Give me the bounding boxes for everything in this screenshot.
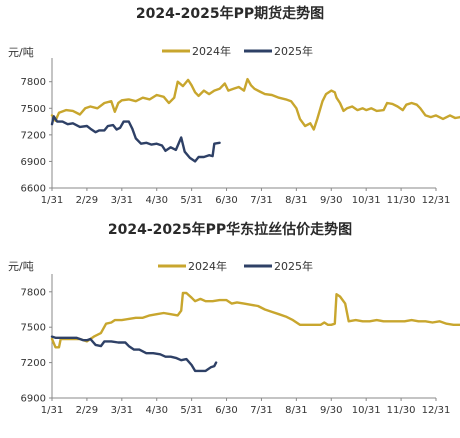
- x-tick-label: 5/31: [180, 405, 202, 416]
- y-tick-label: 7800: [21, 287, 46, 298]
- y-tick-label: 6900: [21, 157, 46, 168]
- chart-1-legend-label-2024: 2024年: [192, 44, 231, 58]
- x-tick-label: 4/30: [145, 405, 167, 416]
- x-tick-label: 9/30: [320, 195, 342, 206]
- x-tick-label: 7/31: [250, 405, 272, 416]
- series-line-2025: [50, 115, 221, 163]
- x-tick-label: 8/31: [285, 195, 307, 206]
- y-tick-label: 7500: [21, 104, 46, 115]
- chart-1-legend: 2024年 2025年: [162, 44, 313, 58]
- y-tick-label: 7200: [21, 358, 46, 369]
- x-tick-label: 7/31: [250, 195, 272, 206]
- x-tick-label: 1/31: [41, 405, 63, 416]
- x-tick-label: 2/29: [76, 195, 98, 206]
- chart-2-legend-label-2024: 2024年: [188, 259, 227, 273]
- x-tick-label: 5/31: [180, 195, 202, 206]
- x-tick-label: 11/30: [387, 195, 416, 206]
- chart-2-legend-label-2025: 2025年: [274, 259, 313, 273]
- x-tick-label: 2/29: [76, 405, 98, 416]
- x-tick-label: 9/30: [320, 405, 342, 416]
- series-line-2024: [50, 77, 460, 131]
- x-tick-label: 6/30: [215, 405, 237, 416]
- x-tick-label: 12/31: [422, 405, 451, 416]
- y-tick-label: 6600: [21, 184, 46, 195]
- x-tick-label: 12/31: [422, 195, 451, 206]
- y-tick-label: 7500: [21, 323, 46, 334]
- chart-1-y-unit: 元/吨: [8, 46, 34, 59]
- x-tick-label: 11/30: [387, 405, 416, 416]
- chart-1-legend-label-2025: 2025年: [274, 44, 313, 58]
- x-tick-label: 6/30: [215, 195, 237, 206]
- chart-1-title: 2024-2025年PP期货走势图: [136, 5, 324, 22]
- x-tick-label: 8/31: [285, 405, 307, 416]
- x-tick-label: 3/31: [111, 195, 133, 206]
- chart-2-plot: 6900 7200 7500 7800 1/31 2/29 3/31 4/30 5/31 6/30…: [21, 274, 460, 416]
- chart-2-title: 2024-2025年PP华东拉丝估价走势图: [108, 221, 352, 238]
- y-tick-label: 6900: [21, 394, 46, 405]
- x-tick-label: 10/31: [352, 405, 381, 416]
- chart-1-plot: 6600 6900 7200 7500 7800 1/31 2/29 3/31 4/30 5/31…: [21, 58, 460, 206]
- x-tick-label: 4/30: [145, 195, 167, 206]
- x-tick-label: 1/31: [41, 195, 63, 206]
- y-tick-label: 7800: [21, 77, 46, 88]
- y-tick-label: 7200: [21, 130, 46, 141]
- series-line-2025: [50, 335, 218, 373]
- chart-2-y-unit: 元/吨: [8, 260, 34, 273]
- chart-2-legend: 2024年 2025年: [158, 259, 313, 273]
- series-line-2024: [50, 291, 460, 349]
- x-tick-label: 10/31: [352, 195, 381, 206]
- x-tick-label: 3/31: [111, 405, 133, 416]
